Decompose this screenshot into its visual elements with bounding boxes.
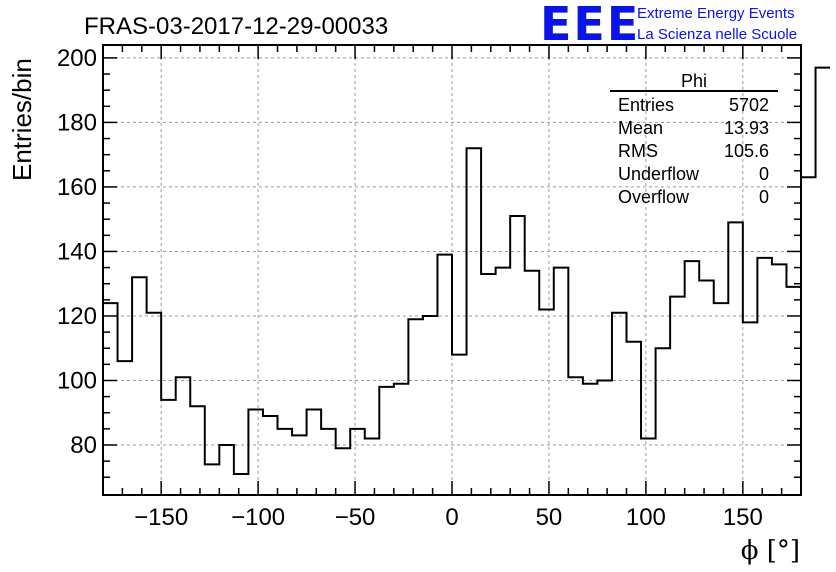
y-tick-label: 140 xyxy=(57,238,97,265)
logo-line1: Extreme Energy Events xyxy=(637,5,795,22)
stats-row-value: 5702 xyxy=(729,95,769,115)
stats-row-label: Entries xyxy=(618,95,674,115)
y-tick-label: 120 xyxy=(57,303,97,330)
y-tick-label: 180 xyxy=(57,109,97,136)
stats-rows: Entries 5702 Mean 13.93 RMS 105.6 Underflow 0 Ov… xyxy=(618,95,769,207)
axis-ticks: −150 −100 −50 0 50 100 150 80 100 120 140 160 180 200 xyxy=(57,45,802,531)
x-axis-label: ϕ [°] xyxy=(741,536,800,566)
stats-row-value: 0 xyxy=(759,164,769,184)
x-tick-label: 50 xyxy=(536,504,563,531)
stats-row-value: 105.6 xyxy=(724,141,769,161)
y-axis-label: Entries/bin xyxy=(7,58,37,181)
histogram-line xyxy=(103,66,831,476)
logo-line2: La Scienza nelle Scuole xyxy=(637,26,797,43)
y-tick-label: 160 xyxy=(57,174,97,201)
x-tick-label: 0 xyxy=(445,504,458,531)
stats-row-value: 0 xyxy=(759,187,769,207)
y-tick-label: 100 xyxy=(57,367,97,394)
y-tick-label: 200 xyxy=(57,45,97,72)
logo-mark: EEE xyxy=(540,0,640,51)
x-tick-label: −150 xyxy=(134,504,188,531)
eee-logo: EEE Extreme Energy Events La Scienza nel… xyxy=(540,0,797,51)
x-tick-label: 100 xyxy=(626,504,666,531)
stats-row-value: 13.93 xyxy=(724,118,769,138)
y-tick-label: 80 xyxy=(70,432,97,459)
stats-box: Phi Entries 5702 Mean 13.93 RMS 105.6 Underflo… xyxy=(610,71,778,207)
x-tick-label: −100 xyxy=(231,504,285,531)
stats-row-label: Overflow xyxy=(618,187,690,207)
chart-title: FRAS-03-2017-12-29-00033 xyxy=(84,13,388,40)
stats-row-label: Mean xyxy=(618,118,663,138)
stats-row-label: Underflow xyxy=(618,164,700,184)
x-tick-label: −50 xyxy=(335,504,376,531)
stats-box-title: Phi xyxy=(681,71,707,91)
x-tick-label: 150 xyxy=(723,504,763,531)
stats-row-label: RMS xyxy=(618,141,658,161)
